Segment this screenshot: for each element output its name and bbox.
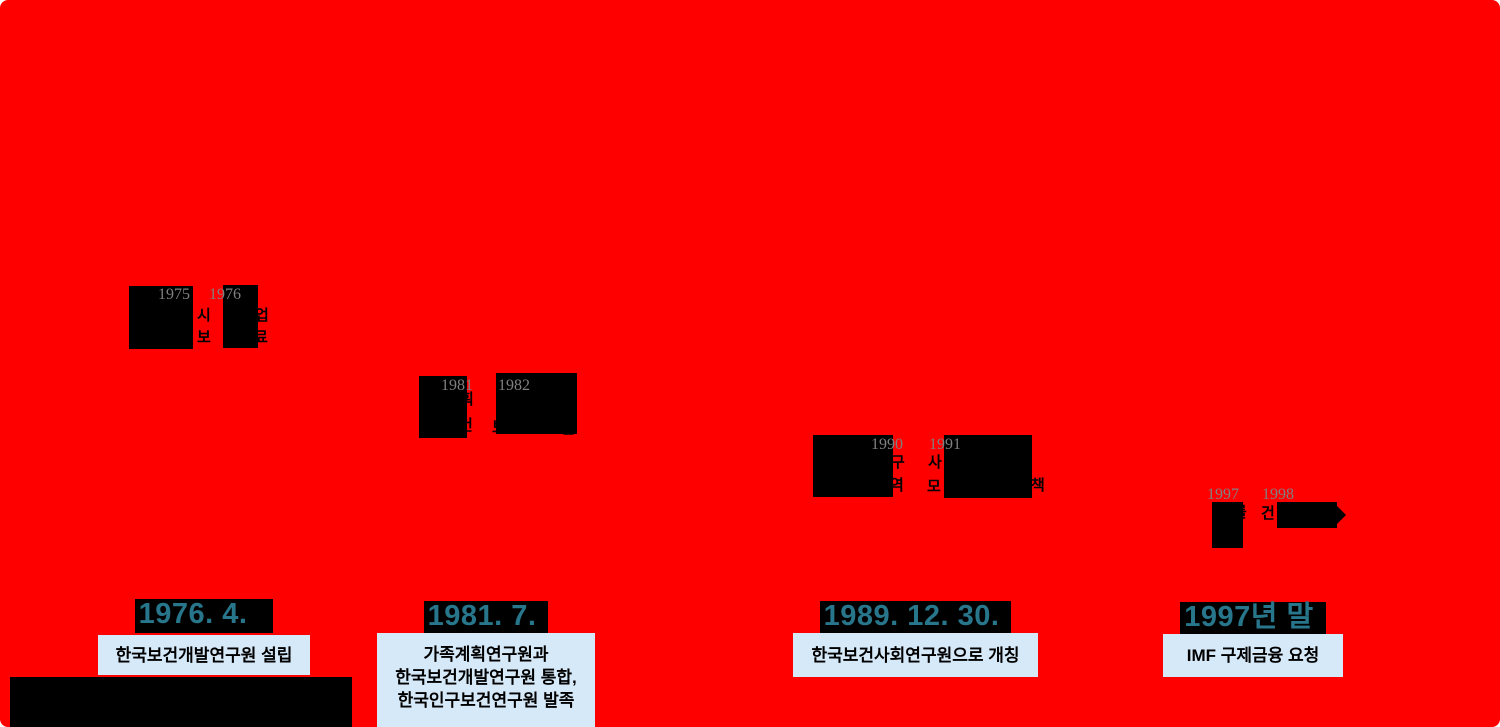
caption-fragment: 건: [1261, 505, 1275, 522]
event-description-line: IMF 구제금융 요청: [1186, 646, 1320, 665]
year-label-1997: 1997: [1207, 486, 1239, 503]
photo-placeholder-1981: [419, 376, 467, 438]
caption-fragment: 업: [255, 307, 269, 324]
arrow-right-icon: [1337, 506, 1346, 524]
year-label-1981: 1981: [441, 377, 473, 394]
photo-placeholder-1997: [1212, 502, 1243, 548]
year-label-1976: 1976: [209, 286, 241, 303]
photo-placeholder-1998: [1277, 502, 1337, 528]
year-label-1990: 1990: [871, 436, 903, 453]
timeline-date-row: 1989. 12. 30.: [793, 601, 1038, 635]
timeline-date-row: 1976. 4.: [98, 599, 310, 633]
timeline-date-row: 1997년 말: [1163, 602, 1343, 636]
redacted-footer-block: [10, 677, 352, 727]
event-panel-1981: 가족계획연구원과 한국보건개발연구원 통합, 한국인구보건연구원 발족: [377, 633, 595, 727]
photo-placeholder-1976: [223, 285, 258, 348]
photo-placeholder-1975: [129, 286, 193, 349]
event-description-line: 한국보건사회연구원으로 개칭: [811, 645, 1020, 665]
caption-fragment: 구: [891, 454, 905, 471]
caption-fragment: 보: [197, 329, 211, 346]
timeline-date-row: 1981. 7.: [377, 601, 595, 635]
event-description-line: 가족계획연구원과: [423, 645, 549, 664]
year-label-1991: 1991: [929, 436, 961, 453]
photo-placeholder-1991: [944, 435, 1032, 498]
event-panel-1989: 한국보건사회연구원으로 개칭: [793, 633, 1038, 677]
photo-placeholder-1990: [813, 435, 893, 497]
year-label-1998: 1998: [1262, 486, 1294, 503]
timeline-date: 1989. 12. 30.: [819, 601, 1012, 635]
year-label-1975: 1975: [158, 286, 190, 303]
timeline-date: 1997년 말: [1180, 602, 1326, 636]
caption-fragment: 책: [1031, 477, 1045, 494]
photo-placeholder-1982: [496, 373, 577, 434]
year-label-1982: 1982: [498, 377, 530, 394]
event-panel-1997: IMF 구제금융 요청: [1163, 634, 1343, 677]
caption-fragment: 모: [927, 478, 941, 495]
caption-fragment: 사: [928, 454, 942, 471]
event-description-line: 한국인구보건연구원 발족: [397, 691, 575, 710]
caption-fragment: 시: [197, 307, 211, 324]
caption-fragment: 역: [890, 477, 904, 494]
timeline-date: 1981. 7.: [423, 601, 549, 635]
event-description-line: 한국보건개발연구원 설립: [115, 645, 293, 665]
event-panel-1976: 한국보건개발연구원 설립: [98, 635, 310, 675]
event-description-line: 한국보건개발연구원 통합,: [395, 668, 577, 687]
timeline-date: 1976. 4.: [134, 599, 274, 633]
